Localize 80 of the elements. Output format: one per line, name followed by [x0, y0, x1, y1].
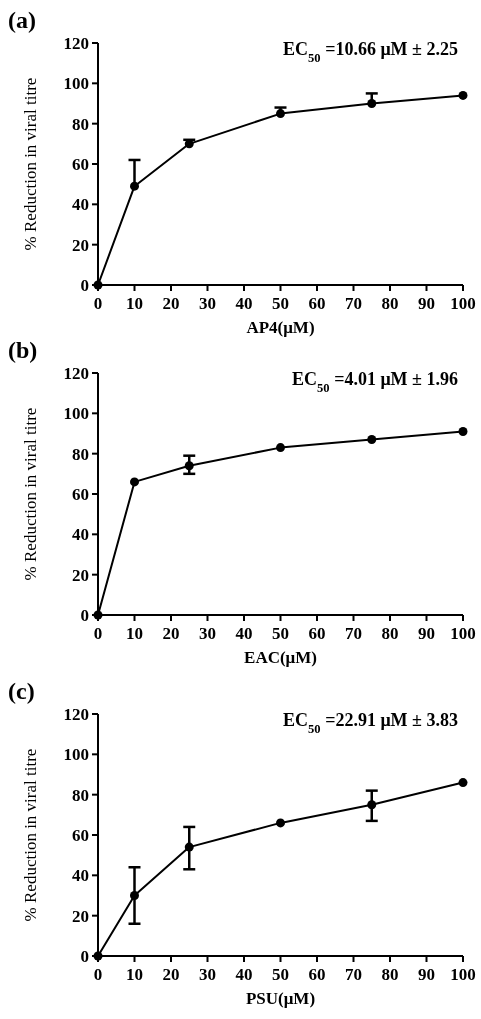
y-tick-label: 20: [72, 906, 89, 926]
y-tick-label: 60: [72, 825, 89, 845]
x-tick-label: 20: [162, 294, 180, 313]
x-tick-label: 50: [272, 624, 289, 643]
y-tick-label: 80: [72, 444, 89, 464]
chart-title: (b): [8, 337, 38, 363]
y-tick-label: 120: [63, 33, 89, 53]
point: [458, 426, 468, 436]
x-tick-label: 10: [126, 624, 143, 643]
point: [130, 891, 139, 900]
y-tick-label: 100: [63, 74, 89, 94]
x-tick-label: 60: [308, 294, 326, 313]
x-tick-label: 30: [199, 624, 216, 643]
x-tick-label: 0: [93, 965, 103, 984]
x-tick-label: 80: [381, 965, 399, 984]
x-tick-label: 70: [345, 294, 362, 313]
y-tick-label: 40: [72, 866, 89, 886]
y-tick-label: 60: [72, 154, 89, 174]
point: [184, 461, 194, 471]
point: [276, 443, 285, 453]
y-tick-label: 120: [63, 704, 89, 724]
y-axis-title: % Reduction in viral titre: [21, 407, 40, 581]
x-tick-label: 50: [272, 294, 289, 313]
point: [130, 181, 139, 191]
x-tick-label: 20: [162, 624, 180, 643]
x-tick-label: 70: [345, 965, 362, 984]
x-tick-label: 70: [345, 624, 362, 643]
x-tick-label: 100: [450, 624, 476, 643]
chart-title: (c): [8, 678, 35, 704]
annotation: EC$_{50}$ =10.66 μM ± 2.25: [283, 39, 458, 65]
y-tick-label: 0: [80, 605, 89, 625]
y-tick-label: 0: [80, 275, 89, 295]
point: [276, 818, 285, 828]
x-tick-label: 60: [308, 965, 326, 984]
x-tick-label: 10: [126, 965, 143, 984]
y-tick-label: 80: [72, 785, 89, 805]
x-tick-label: 40: [235, 624, 253, 643]
x-tick-label: 30: [199, 294, 216, 313]
point: [130, 477, 139, 487]
x-tick-label: 60: [308, 624, 326, 643]
x-tick-label: 0: [93, 294, 103, 313]
y-tick-label: 100: [63, 404, 89, 424]
point: [458, 778, 468, 788]
chart-title: (a): [8, 7, 36, 33]
point: [367, 800, 377, 810]
y-axis-title: % Reduction in viral titre: [21, 748, 40, 922]
annotation: EC$_{50}$ =22.91 μM ± 3.83: [283, 710, 458, 736]
x-tick-label: 50: [272, 965, 289, 984]
y-tick-label: 120: [63, 363, 89, 383]
x-tick-label: 80: [381, 624, 399, 643]
x-tick-label: 40: [235, 294, 253, 313]
x-tick-label: 40: [235, 965, 253, 984]
y-tick-label: 100: [63, 745, 89, 765]
x-tick-label: 100: [450, 294, 476, 313]
x-tick-label: 100: [450, 965, 476, 984]
y-tick-label: 40: [72, 195, 89, 215]
x-tick-label: 0: [93, 624, 103, 643]
x-axis-title: EAC(μM): [244, 648, 317, 667]
x-axis-title: PSU(μM): [245, 989, 316, 1008]
x-tick-label: 90: [418, 294, 435, 313]
point: [458, 90, 468, 100]
x-tick-label: 10: [126, 294, 143, 313]
y-tick-label: 20: [72, 235, 89, 255]
annotation: EC$_{50}$ =4.01 μM ± 1.96: [292, 369, 458, 395]
x-tick-label: 20: [162, 965, 180, 984]
point: [367, 99, 377, 108]
x-tick-label: 80: [381, 294, 399, 313]
x-tick-label: 90: [418, 965, 435, 984]
x-tick-label: 90: [418, 624, 435, 643]
y-tick-label: 20: [72, 565, 89, 585]
x-axis-title: AP4(μM): [246, 318, 315, 337]
y-axis-title: % Reduction in viral titre: [21, 77, 40, 251]
y-tick-label: 60: [72, 484, 89, 504]
y-tick-label: 0: [80, 946, 89, 966]
y-tick-label: 80: [72, 114, 89, 134]
point: [184, 842, 194, 852]
y-tick-label: 40: [72, 525, 89, 545]
point: [367, 435, 377, 445]
x-tick-label: 30: [199, 965, 216, 984]
point: [276, 109, 285, 119]
